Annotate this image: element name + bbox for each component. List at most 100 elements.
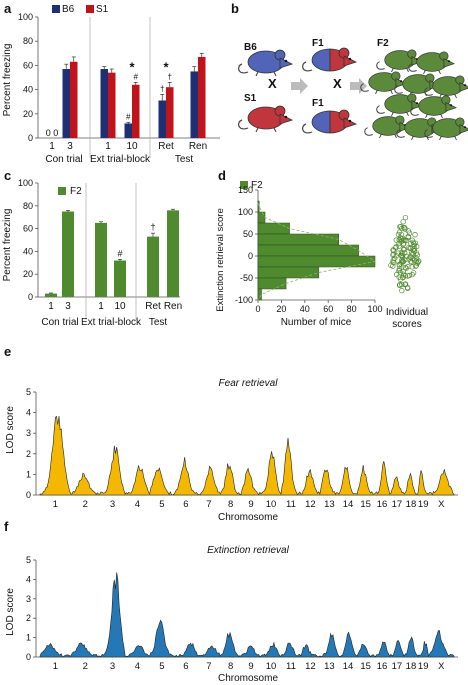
individual-score-point <box>405 264 411 270</box>
individual-score-point <box>396 243 402 249</box>
ytick-label: 2 <box>26 613 31 623</box>
panel-c-letter: c <box>4 168 11 183</box>
chromosome-label: 17 <box>392 661 403 672</box>
individual-score-point <box>408 254 414 260</box>
ytick-label: 20 <box>23 109 33 119</box>
panel-a-ylabel: Percent freezing <box>2 44 13 117</box>
bar-s1 <box>198 56 206 138</box>
individual-score-point <box>405 228 412 234</box>
xtick-label: 1 <box>48 301 54 312</box>
ytick-label: 20 <box>23 269 33 279</box>
bar-s1 <box>132 84 140 138</box>
mouse-icon <box>424 75 468 99</box>
xtick-label: 20 <box>276 304 286 314</box>
significance-mark: † <box>150 222 155 232</box>
ytick-label: 80 <box>23 201 33 211</box>
individual-score-point <box>400 219 406 225</box>
bar-b6 <box>62 69 70 138</box>
chromosome-label: 6 <box>183 499 188 510</box>
chromosome-label: 8 <box>228 499 233 510</box>
chromosome-label: 4 <box>135 499 140 510</box>
chromosome-label: 15 <box>360 499 371 510</box>
bar-f2 <box>147 236 159 297</box>
xtick-label: 80 <box>347 304 357 314</box>
chromosome-label: 9 <box>248 499 253 510</box>
individual-score-point <box>413 263 419 269</box>
ytick-label: 4 <box>26 574 31 584</box>
individual-score-point <box>396 266 403 272</box>
ytick-label: 1 <box>26 633 31 643</box>
individual-score-point <box>409 237 415 243</box>
chromosome-label: 10 <box>266 499 277 510</box>
significance-mark: # <box>134 72 139 81</box>
bar-b6 <box>100 69 108 138</box>
panel-f-letter: f <box>4 519 9 534</box>
individual-scores-points <box>388 214 422 294</box>
mouse-icons <box>238 47 468 141</box>
panel-d-ylabel: Extinction retrieval score <box>215 208 226 311</box>
ytick-label: 50 <box>243 229 253 239</box>
chromosome-label: 2 <box>83 661 88 672</box>
chromosome-label: 9 <box>248 661 253 672</box>
chromosome-label: 16 <box>377 499 388 510</box>
fit-curve <box>257 203 377 301</box>
panel-d-letter: d <box>218 168 226 183</box>
individual-score-point <box>409 271 415 278</box>
xtick-label: 1 <box>98 301 104 312</box>
individual-score-point <box>411 257 417 263</box>
chromosome-label: 6 <box>183 661 188 672</box>
panel-e-chromosome-labels: 1 2 3 4 5 6 7 8 9 10 11 12 13 14 15 16 17 18 19 X <box>53 499 445 510</box>
legend-label-s1: S1 <box>96 4 109 15</box>
ytick-label: 3 <box>26 428 31 438</box>
individual-score-point <box>398 231 404 238</box>
lod-area <box>39 415 455 496</box>
significance-star: * <box>129 59 135 74</box>
chromosome-label: 3 <box>110 499 115 510</box>
xtick-label: 100 <box>367 304 382 314</box>
xtick-label: 3 <box>65 301 71 312</box>
panel-f-xlabel: Chromosome <box>218 673 278 684</box>
chromosome-label: 19 <box>418 661 429 672</box>
individual-score-point <box>403 265 409 271</box>
panel-c-section-test: Test <box>149 317 168 328</box>
histogram-bar <box>257 200 260 213</box>
individual-scores-label-2: scores <box>392 319 421 330</box>
ytick-label: 80 <box>23 36 33 46</box>
significance-mark: # <box>117 248 122 258</box>
individual-score-point <box>397 282 403 288</box>
chromosome-label: 11 <box>286 661 296 672</box>
legend-label-b6: B6 <box>62 4 75 15</box>
panel-e-xlabel: Chromosome <box>218 512 278 523</box>
xtick-label: 0 <box>255 304 260 314</box>
individual-score-point <box>393 244 399 250</box>
xtick-label: Ren <box>164 301 182 312</box>
panel-f: f Extinction retrieval LOD score 012345 … <box>4 519 458 684</box>
mouse-icon <box>360 71 407 95</box>
mouse-icon <box>302 109 358 134</box>
individual-score-point <box>400 271 407 277</box>
ytick-label: -100 <box>235 295 253 305</box>
mouse-icon <box>364 115 411 139</box>
individual-score-point <box>399 287 405 294</box>
histogram-bar <box>257 222 290 235</box>
histogram-bar <box>257 277 287 290</box>
ytick-label: 0 <box>248 251 253 261</box>
individual-score-point <box>400 258 407 265</box>
ytick-label: 3 <box>26 594 31 604</box>
significance-mark: # <box>126 112 131 121</box>
bar-s1 <box>108 72 116 138</box>
chromosome-label: 15 <box>360 661 371 672</box>
chromosome-label: 13 <box>324 499 335 510</box>
chromosome-label: 12 <box>305 661 316 672</box>
panel-e-title: Fear retrieval <box>219 378 279 389</box>
ytick-label: 4 <box>26 408 31 418</box>
mouse-icon <box>238 105 294 133</box>
chromosome-label: 1 <box>53 499 58 510</box>
panel-c-yticks: 0 20 40 60 80 100 <box>18 178 38 302</box>
chromosome-label: 3 <box>110 661 115 672</box>
ytick-label: 0 <box>28 292 33 302</box>
panel-b-letter: b <box>231 1 239 16</box>
panel-d-ticks: -100 -50 0 50 100 150 0 20 40 60 80 100 <box>235 185 383 314</box>
ytick-label: 40 <box>23 85 33 95</box>
ytick-label: 60 <box>23 224 33 234</box>
